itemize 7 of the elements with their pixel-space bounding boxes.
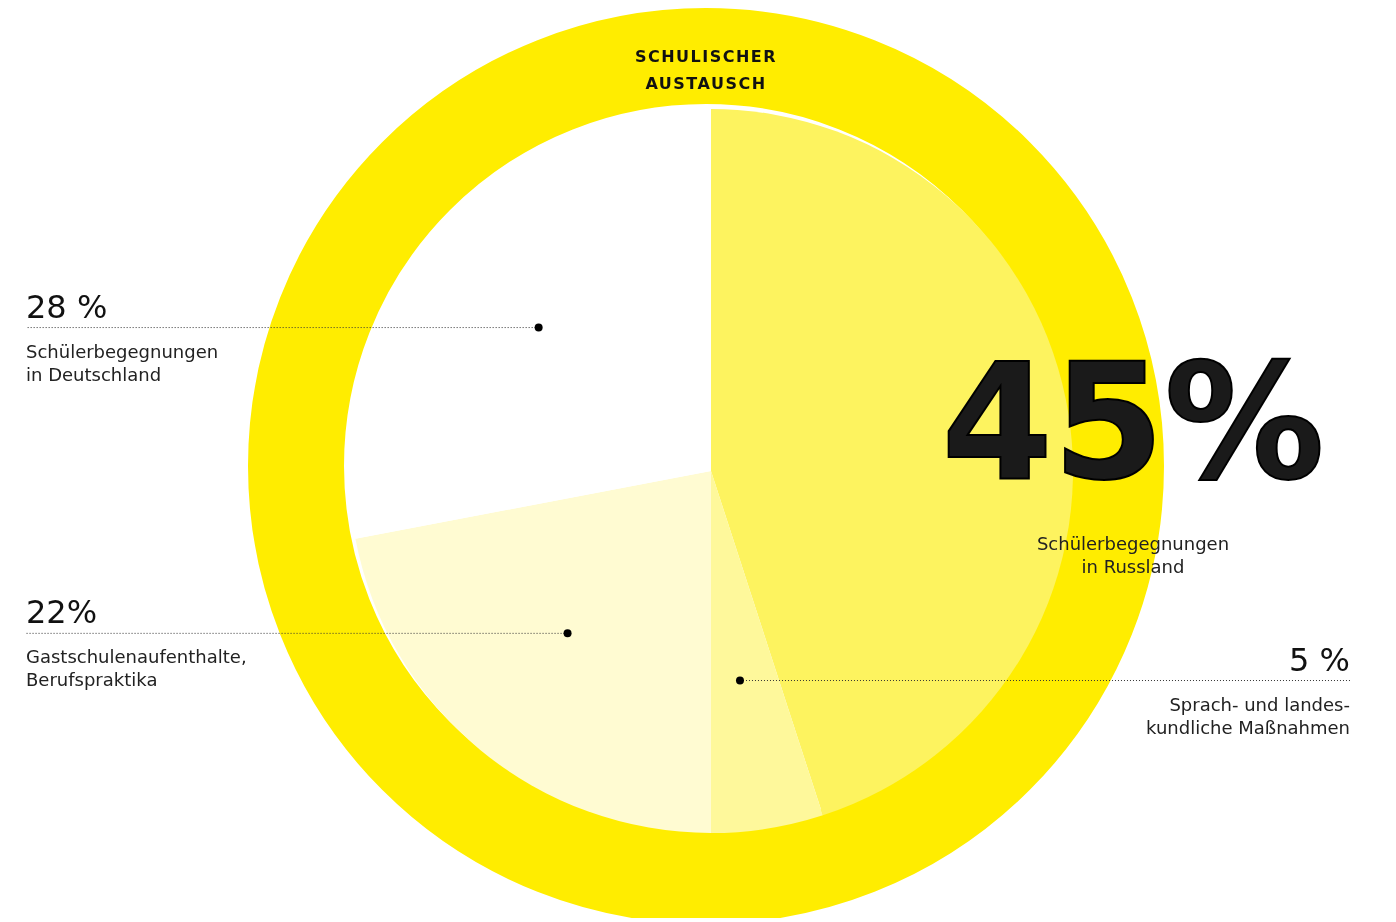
slice-label: Schülerbegegnungen in Deutschland [26,340,219,385]
slice-label: Gastschulenaufenthalte, Berufspraktika [26,646,247,691]
chart-title: SCHULISCHER AUSTAUSCH [634,47,778,93]
data-label: 5 % [1289,640,1350,679]
data-label: 28 % [26,287,108,326]
slice-label: Sprach- und landes- kundliche Maßnahmen [1146,693,1350,738]
data-label: 22% [26,593,98,632]
